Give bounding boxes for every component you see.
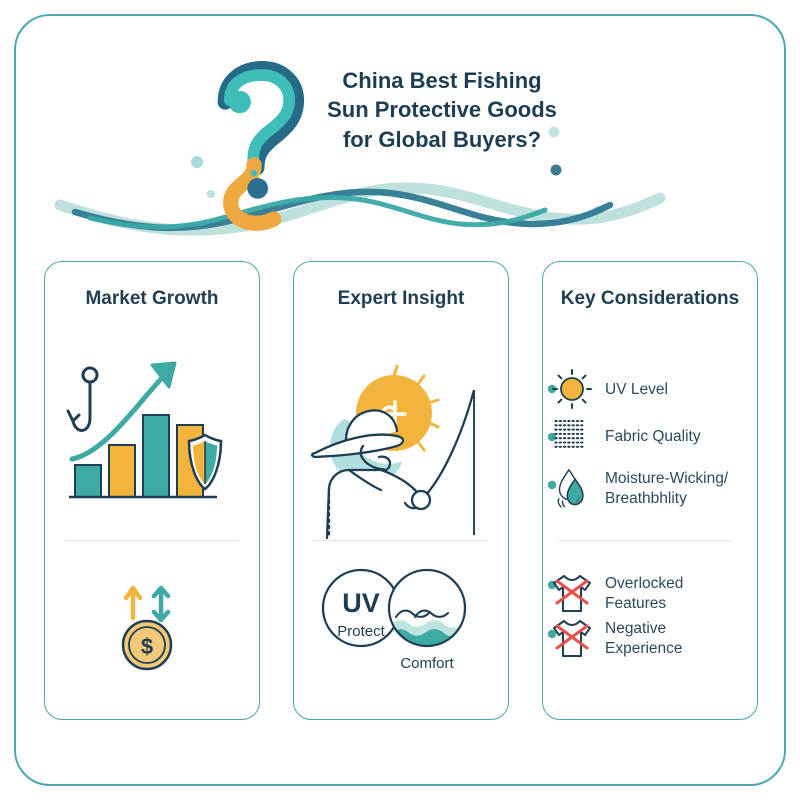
svg-text:Protect: Protect xyxy=(337,623,385,640)
svg-text:$: $ xyxy=(141,634,153,659)
svg-text:Comfort: Comfort xyxy=(400,655,454,672)
svg-text:UV: UV xyxy=(342,588,380,618)
